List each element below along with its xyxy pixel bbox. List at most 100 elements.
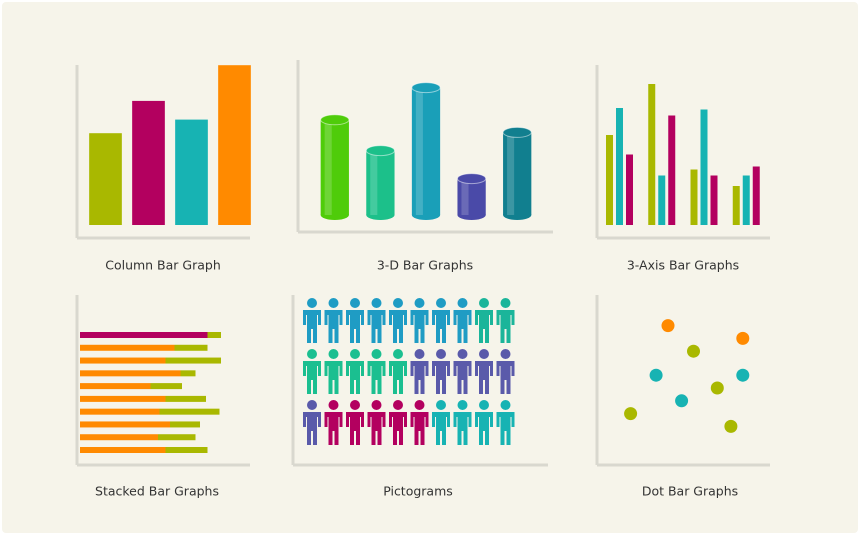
- person-head: [457, 298, 468, 308]
- dot: [724, 419, 738, 433]
- cylinder-shine: [507, 132, 515, 215]
- person-head: [371, 400, 382, 410]
- cylinder: [457, 178, 486, 215]
- bar-segment: [165, 447, 208, 453]
- person-body: [389, 412, 407, 445]
- person: [432, 349, 450, 394]
- person-head: [307, 298, 317, 308]
- bar-segment: [80, 332, 208, 338]
- caption: Stacked Bar Graphs: [95, 484, 219, 499]
- dot: [675, 394, 689, 408]
- cylinder-top: [411, 82, 441, 94]
- bar-segment: [165, 357, 221, 364]
- person: [346, 349, 364, 394]
- person-body: [475, 361, 493, 394]
- person-body: [432, 310, 450, 343]
- caption: 3-D Bar Graphs: [377, 258, 473, 273]
- bar-segment: [80, 344, 175, 351]
- cylinder-shine: [461, 178, 469, 215]
- person: [475, 400, 493, 445]
- person: [453, 349, 472, 394]
- bar: [690, 169, 698, 225]
- person-head: [328, 400, 339, 410]
- person: [389, 400, 407, 445]
- cylinder-top: [365, 145, 396, 157]
- bar: [700, 109, 708, 225]
- bar-segment: [80, 395, 166, 402]
- person-head: [436, 298, 446, 308]
- bar-segment: [80, 408, 160, 415]
- person-head: [500, 400, 511, 410]
- person-body: [367, 310, 386, 343]
- bar-segment: [80, 421, 170, 428]
- person-body: [303, 361, 321, 394]
- cylinder: [366, 150, 395, 215]
- bar-segment: [80, 383, 151, 390]
- person-body: [496, 310, 515, 343]
- person-head: [393, 298, 403, 308]
- person: [346, 400, 364, 445]
- person-body: [346, 361, 364, 394]
- person-head: [328, 349, 339, 359]
- person-body: [410, 310, 429, 343]
- person: [303, 349, 321, 394]
- person-head: [393, 400, 403, 410]
- bar: [616, 108, 623, 225]
- caption: Column Bar Graph: [105, 258, 221, 273]
- bar-segment: [165, 395, 206, 402]
- person-head: [414, 298, 425, 308]
- bar: [752, 166, 760, 225]
- bar-segment: [80, 357, 166, 364]
- dot: [736, 331, 750, 345]
- person: [410, 400, 429, 445]
- cylinder: [411, 87, 441, 215]
- person: [346, 298, 364, 343]
- caption: 3-Axis Bar Graphs: [627, 258, 739, 273]
- person: [367, 400, 386, 445]
- bar: [732, 186, 740, 225]
- cylinder-shine: [324, 119, 332, 215]
- cylinder-top: [456, 173, 487, 185]
- person: [367, 298, 386, 343]
- bar: [175, 119, 208, 225]
- dot: [736, 368, 750, 382]
- bar-segment: [159, 408, 220, 415]
- person-head: [307, 400, 317, 410]
- person: [496, 298, 515, 343]
- person-head: [414, 400, 425, 410]
- dot: [661, 319, 675, 333]
- cylinder-shine: [370, 150, 378, 215]
- person: [303, 400, 321, 445]
- person-body: [324, 361, 343, 394]
- person-body: [453, 361, 472, 394]
- bar-segment: [174, 344, 208, 351]
- person-body: [324, 412, 343, 445]
- person-body: [346, 412, 364, 445]
- person: [324, 349, 343, 394]
- person-head: [371, 349, 382, 359]
- person: [324, 298, 343, 343]
- person-body: [410, 412, 429, 445]
- person-head: [500, 298, 511, 308]
- person-head: [436, 349, 446, 359]
- caption: Pictograms: [383, 484, 453, 499]
- person-body: [367, 361, 386, 394]
- dot: [687, 344, 700, 358]
- person-head: [307, 349, 317, 359]
- person-head: [479, 349, 489, 359]
- person-head: [414, 349, 425, 359]
- person: [496, 349, 515, 394]
- bar: [742, 175, 750, 225]
- person: [389, 298, 407, 343]
- dot: [710, 381, 724, 395]
- bar-segment: [80, 434, 158, 441]
- bar: [218, 65, 251, 225]
- person: [367, 349, 386, 394]
- person-body: [410, 361, 429, 394]
- person: [496, 400, 515, 445]
- person: [303, 298, 321, 343]
- bar: [89, 133, 122, 225]
- bar: [132, 100, 165, 225]
- person: [432, 298, 450, 343]
